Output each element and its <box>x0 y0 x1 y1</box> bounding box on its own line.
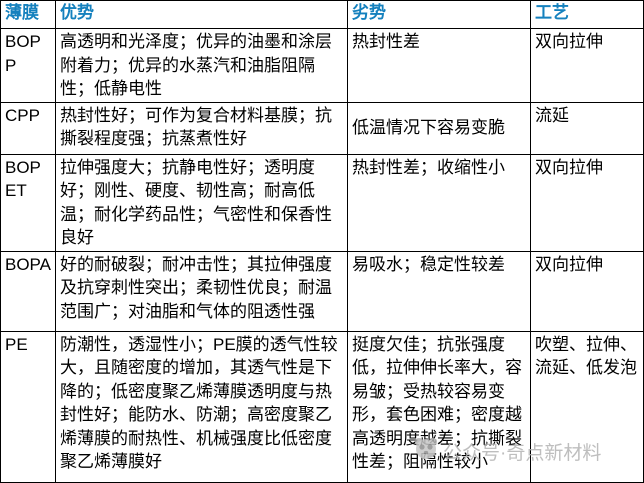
header-disadvantages: 劣势 <box>347 0 531 29</box>
disadvantages-cell: 热封性差 <box>347 28 531 103</box>
disadvantages-cell: 热封性差；收缩性小 <box>347 153 531 252</box>
film-name: CPP <box>0 101 56 155</box>
table-row-bopa: BOPA 好的耐破裂；耐冲击性；其拉伸强度及抗穿刺性突出；柔韧性优良；耐温范围广… <box>0 250 644 332</box>
header-advantages: 优势 <box>55 0 348 29</box>
table-row-bopet: BOPET 拉伸强度大；抗静电性好；透明度好；刚性、硬度、韧性高；耐高低温；耐化… <box>0 153 644 252</box>
table-row-cpp: CPP 热封性好；可作为复合材料基膜；抗撕裂程度强；抗蒸煮性好 低温情况下容易变… <box>0 101 644 155</box>
film-name: BOPA <box>0 250 56 332</box>
header-row: 薄膜 优势 劣势 工艺 <box>0 0 644 29</box>
advantages-cell: 高透明和光泽度；优异的油墨和涂层附着力；优异的水蒸汽和油脂阻隔性；低静电性 <box>55 28 348 103</box>
process-cell: 双向拉伸 <box>530 153 644 252</box>
film-name: BOPET <box>0 153 56 252</box>
advantages-cell: 好的耐破裂；耐冲击性；其拉伸强度及抗穿刺性突出；柔韧性优良；耐温范围广；对油脂和… <box>55 250 348 332</box>
film-name: PE <box>0 330 56 483</box>
header-film: 薄膜 <box>0 0 56 29</box>
header-process: 工艺 <box>530 0 644 29</box>
film-name: BOPP <box>0 28 56 103</box>
process-cell: 吹塑、拉伸、流延、低发泡 <box>530 330 644 483</box>
advantages-cell: 热封性好；可作为复合材料基膜；抗撕裂程度强；抗蒸煮性好 <box>55 101 348 155</box>
advantages-cell: 拉伸强度大；抗静电性好；透明度好；刚性、硬度、韧性高；耐高低温；耐化学药品性；气… <box>55 153 348 252</box>
disadvantages-cell: 挺度欠佳；抗张强度低，拉伸伸长率大，容易皱；受热较容易变形，套色困难；密度越高透… <box>347 330 531 483</box>
table-row-bopp: BOPP 高透明和光泽度；优异的油墨和涂层附着力；优异的水蒸汽和油脂阻隔性；低静… <box>0 28 644 103</box>
table-row-pe: PE 防潮性，透湿性小；PE膜的透气性较大，且随密度的增加，其透气性是下降的；低… <box>0 330 644 483</box>
disadvantages-cell: 易吸水；稳定性较差 <box>347 250 531 332</box>
process-cell: 双向拉伸 <box>530 28 644 103</box>
process-cell: 双向拉伸 <box>530 250 644 332</box>
advantages-cell: 防潮性，透湿性小；PE膜的透气性较大，且随密度的增加，其透气性是下降的；低密度聚… <box>55 330 348 483</box>
process-cell: 流延 <box>530 101 644 155</box>
disadvantages-cell: 低温情况下容易变脆 <box>347 101 531 155</box>
